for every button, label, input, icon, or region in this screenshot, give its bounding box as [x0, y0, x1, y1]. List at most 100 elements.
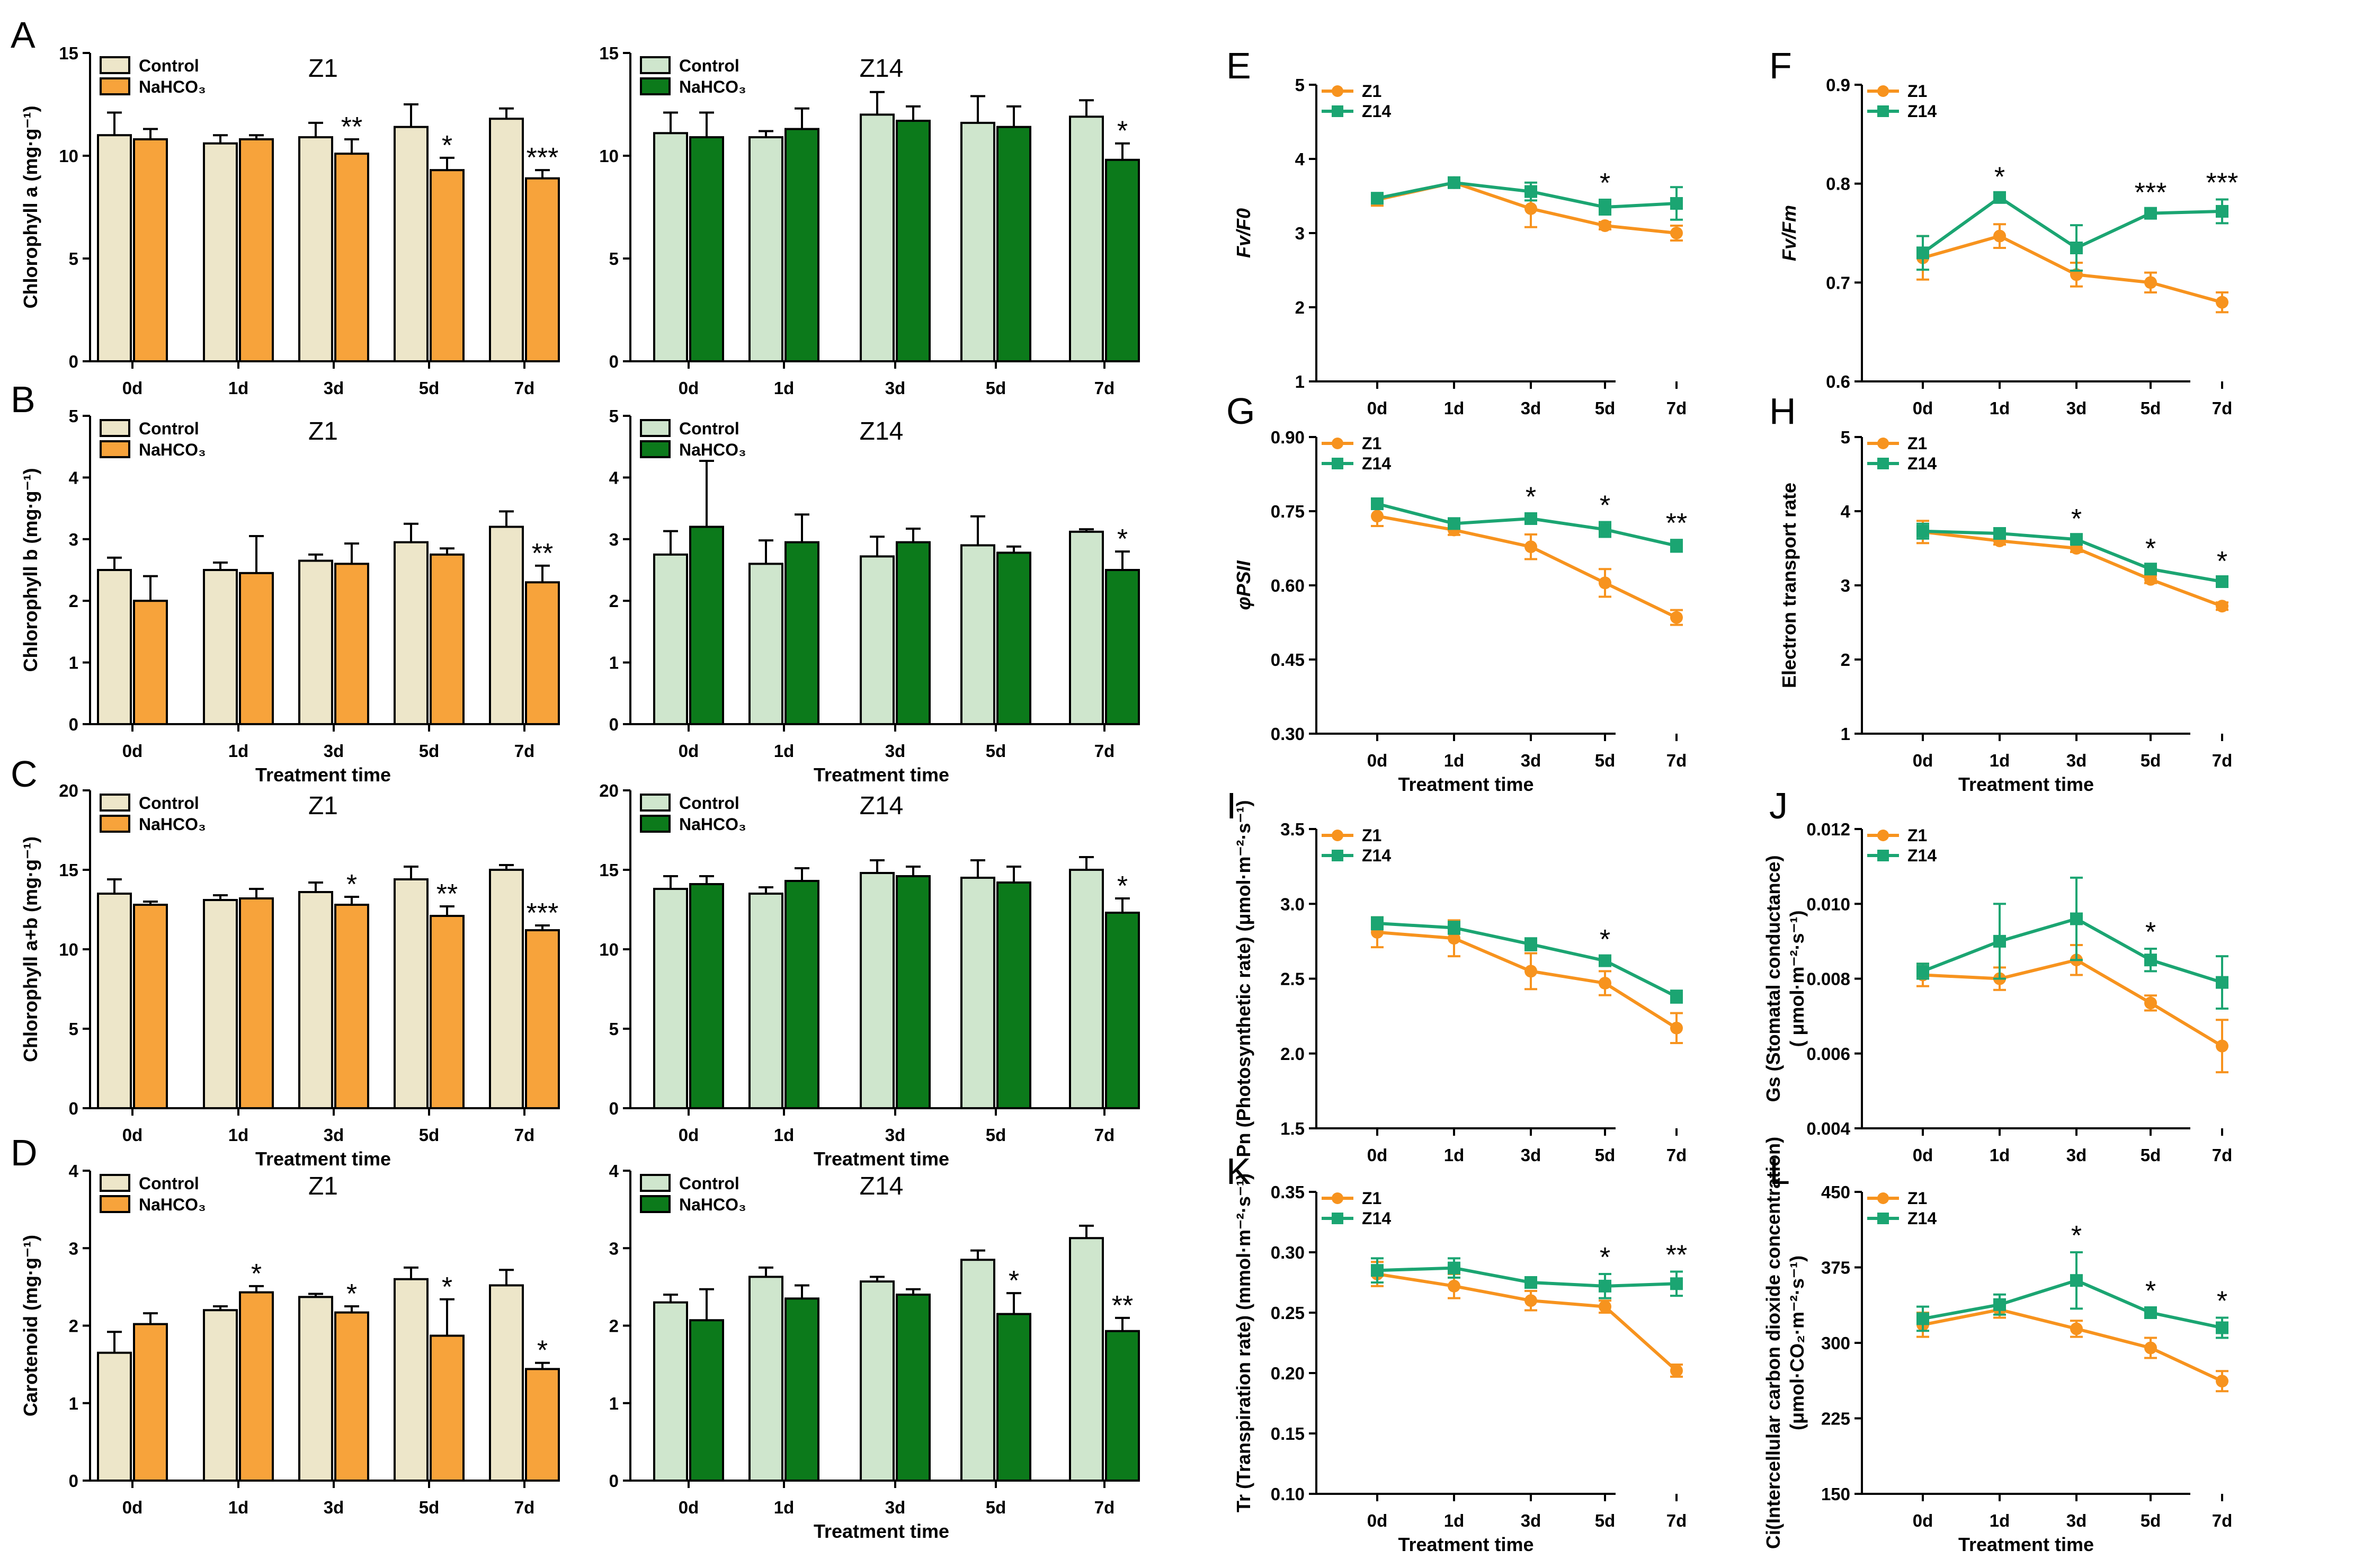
x-tick-label: 1d	[774, 1125, 795, 1145]
y-tick-label: 2.0	[1280, 1044, 1305, 1064]
y-tick-label: 150	[1821, 1484, 1850, 1504]
bar	[489, 869, 524, 1109]
data-point	[1524, 202, 1537, 215]
x-tick-label: 3d	[1521, 1145, 1541, 1165]
legend-label: NaHCO₃	[679, 440, 746, 459]
x-axis-label: Treatment time	[814, 764, 949, 786]
bar	[430, 915, 465, 1109]
bar	[430, 169, 465, 362]
data-point	[2070, 533, 2083, 546]
x-tick-label: 5d	[2141, 1511, 2161, 1530]
legend-marker	[1332, 1213, 1343, 1224]
y-tick-label: 4	[609, 468, 619, 487]
legend-swatch	[100, 440, 130, 458]
y-axis-label: Tr (Transpiration rate) (mmol·m⁻²·s⁻¹)	[1233, 1173, 1254, 1512]
data-point	[1993, 229, 2006, 243]
significance-mark: *	[1994, 162, 2005, 192]
significance-mark: *	[346, 1279, 357, 1309]
bar	[133, 138, 168, 362]
data-point	[2216, 976, 2228, 989]
chart-title: Z1	[308, 1172, 338, 1200]
data-point	[1448, 932, 1460, 945]
x-tick-label: 5d	[1595, 398, 1616, 418]
x-tick-label: 5d	[419, 1125, 440, 1145]
x-tick-label: 0d	[1367, 398, 1388, 418]
x-tick-label: 0d	[122, 378, 143, 398]
y-tick-label: 20	[599, 781, 619, 800]
bar	[430, 1334, 465, 1482]
x-tick-label: 7d	[1094, 1498, 1115, 1517]
data-point	[1599, 1279, 1611, 1293]
bar	[1069, 115, 1104, 362]
x-tick-label: 7d	[2212, 398, 2233, 418]
chart-title: Z14	[860, 417, 904, 446]
data-point	[1524, 938, 1537, 951]
bar	[1105, 158, 1140, 362]
y-tick-label: 4	[1295, 149, 1305, 169]
bar	[133, 904, 168, 1109]
data-point	[2216, 1039, 2228, 1053]
x-tick-label: 5d	[419, 378, 440, 398]
legend-label: Z1	[1362, 434, 1381, 453]
bar	[748, 563, 783, 725]
y-tick-label: 5	[69, 406, 78, 426]
x-tick-label: 0d	[1913, 751, 1933, 770]
y-tick-label: 375	[1821, 1258, 1850, 1278]
data-point	[2144, 996, 2157, 1010]
data-point	[1599, 954, 1611, 967]
legend-swatch	[100, 77, 130, 95]
significance-mark: *	[2217, 1286, 2227, 1317]
y-tick-label: 0	[69, 1471, 78, 1491]
bar	[689, 525, 724, 726]
y-tick-label: 0.012	[1806, 819, 1850, 839]
y-tick-label: 20	[59, 781, 78, 800]
y-tick-label: 3	[1841, 576, 1850, 595]
bar	[239, 572, 274, 725]
y-axis-label: Electron transport rate	[1778, 483, 1800, 688]
legend-label: Z1	[1907, 82, 1927, 101]
data-point	[1524, 540, 1537, 554]
significance-mark: ***	[527, 898, 559, 929]
legend-label: Control	[139, 794, 199, 813]
bar	[239, 1291, 274, 1482]
bar	[298, 559, 333, 726]
legend-label: Z1	[1907, 434, 1927, 453]
bar	[525, 929, 560, 1109]
bar	[1105, 1330, 1140, 1482]
bar	[689, 883, 724, 1109]
significance-mark: *	[537, 1335, 548, 1366]
bar	[860, 113, 895, 362]
y-tick-label: 1	[609, 653, 619, 673]
y-tick-label: 0	[609, 1099, 619, 1118]
legend-marker	[1877, 1192, 1889, 1204]
y-tick-label: 2	[1841, 650, 1850, 670]
legend-marker	[1877, 830, 1889, 841]
x-tick-label: 0d	[679, 378, 699, 398]
x-tick-label: 7d	[514, 378, 535, 398]
bar	[896, 1294, 931, 1482]
data-point	[2216, 575, 2228, 588]
x-tick-label: 0d	[679, 741, 699, 761]
y-tick-label: 5	[69, 249, 78, 269]
data-point	[1448, 517, 1460, 530]
legend-swatch	[100, 1195, 130, 1213]
x-tick-label: 5d	[1595, 751, 1616, 770]
x-tick-label: 7d	[1666, 1145, 1687, 1165]
legend-swatch	[640, 419, 671, 437]
legend-marker	[1332, 85, 1343, 97]
bar	[653, 1301, 688, 1482]
legend-label: Z14	[1362, 102, 1391, 121]
chart-j: 0.004 0.006 0.008 0.010 0.012 0d 1d 3d 5d 7d Gs (S…	[1762, 785, 2232, 1165]
x-tick-label: 5d	[1595, 1145, 1616, 1165]
chart-a2: 0 5 10 15 0d 1d 3d 5d 7d Z14 * Control NaHCO₃	[599, 43, 1140, 398]
chart-a1: 0 5 10 15 0d 1d 3d 5d 7d Chlorophyll a (mg·g⁻¹) Z1…	[11, 14, 560, 398]
x-tick-label: 0d	[1913, 1511, 1933, 1530]
y-tick-label: 2	[609, 1316, 619, 1336]
y-tick-label: 0.30	[1271, 1243, 1305, 1262]
bar	[689, 1319, 724, 1482]
y-tick-label: 5	[69, 1019, 78, 1039]
